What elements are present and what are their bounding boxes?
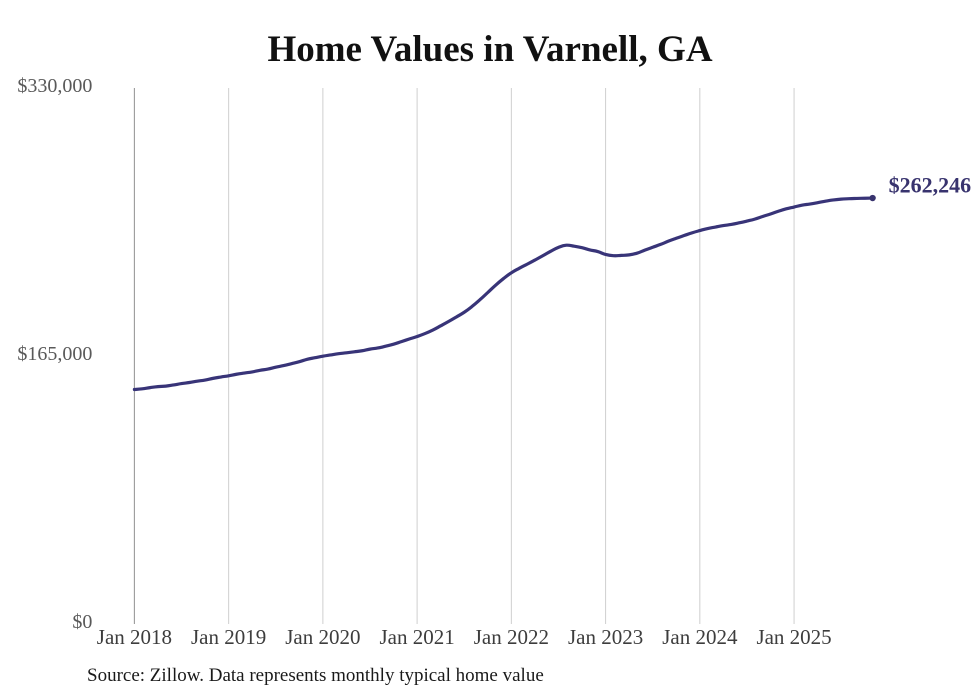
svg-text:Jan 2018: Jan 2018 xyxy=(97,625,172,649)
svg-text:Jan 2019: Jan 2019 xyxy=(191,625,266,649)
svg-text:$165,000: $165,000 xyxy=(17,343,92,365)
svg-text:Jan 2025: Jan 2025 xyxy=(756,625,831,649)
svg-text:Jan 2024: Jan 2024 xyxy=(662,625,738,649)
svg-text:Jan 2022: Jan 2022 xyxy=(474,625,549,649)
svg-text:$330,000: $330,000 xyxy=(17,75,92,97)
svg-text:$262,246: $262,246 xyxy=(889,173,972,198)
svg-text:Jan 2023: Jan 2023 xyxy=(568,625,643,649)
svg-text:$0: $0 xyxy=(72,611,92,633)
svg-text:Jan 2021: Jan 2021 xyxy=(379,625,454,649)
svg-text:Jan 2020: Jan 2020 xyxy=(285,625,360,649)
